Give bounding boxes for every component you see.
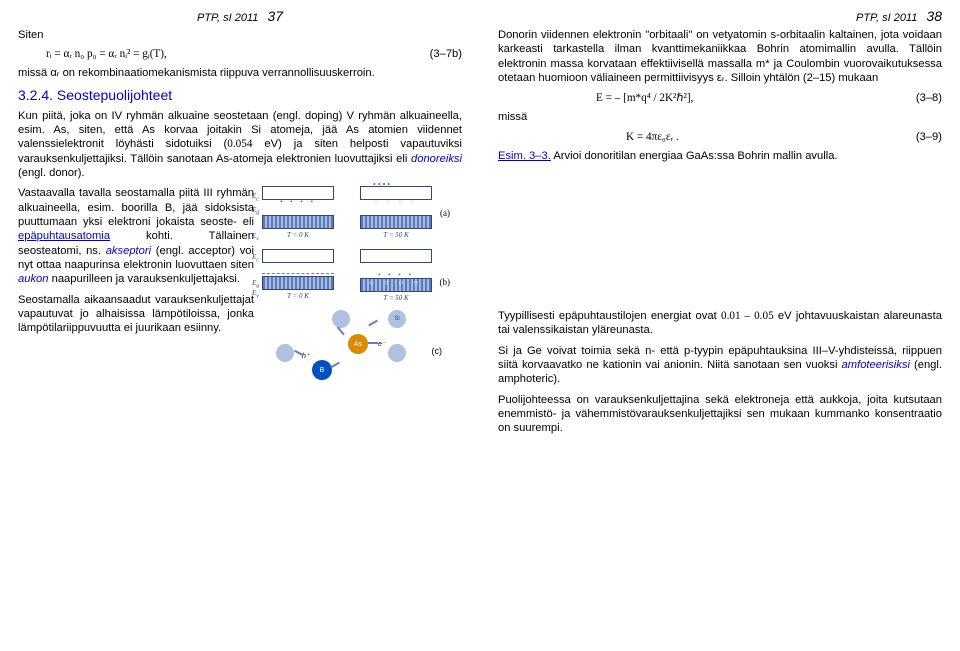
- bond-2: [337, 327, 345, 336]
- p2-donor-en: (engl. donor).: [18, 167, 85, 179]
- left-column-text: Vastaavalla tavalla seostamalla piitä II…: [18, 186, 254, 390]
- tag-a: (a): [440, 208, 450, 218]
- Ev-label-a1: Ev: [252, 232, 259, 242]
- para-2: Kun piitä, joka on IV ryhmän alkuaine se…: [18, 109, 462, 181]
- eq-3-9: K = 4πε₀εᵣ . (3–9): [526, 131, 942, 143]
- r-p4-amf: amfoteerisiksi: [842, 359, 910, 371]
- eq-3-7b-body: rᵢ = αᵣ n₀ p₀ = αᵣ nᵢ² = gᵢ(T),: [46, 48, 167, 60]
- si-atom-2: [332, 310, 350, 328]
- conduction-band-b2: [360, 249, 432, 263]
- eq-3-8-label: (3–8): [916, 92, 942, 104]
- bond-3: [368, 342, 378, 344]
- bond-4: [368, 320, 377, 326]
- si-atom-1: [276, 344, 294, 362]
- esim-rest: Arvioi donoritilan energiaa GaAs:ssa Boh…: [551, 150, 838, 162]
- holes-b2: ○ ○ ○ ○: [369, 278, 422, 287]
- eq-3-9-body: K = 4πε₀εᵣ .: [626, 131, 679, 143]
- Ev-label-b1: Ev: [252, 289, 259, 299]
- r-p3-n2: 0.05: [754, 310, 774, 322]
- page-left: PTP, sI 2011 37 Siten rᵢ = αᵣ n₀ p₀ = αᵣ…: [0, 0, 480, 651]
- r-esim: Esim. 3–3. Arvioi donoritilan energiaa G…: [498, 149, 942, 163]
- temp-b2: T = 50 K: [360, 294, 432, 302]
- page-right: PTP, sI 2011 38 Donorin viidennen elektr…: [480, 0, 960, 651]
- header-right-text: PTP, sI 2011: [856, 12, 917, 24]
- temp-a1: T = 0 K: [262, 231, 334, 239]
- r-para-5: Puolijohteessa on varauksenkuljettajina …: [498, 393, 942, 436]
- Ec-label-a1: Ec: [252, 192, 259, 202]
- p3-akseptori: akseptori: [106, 245, 151, 257]
- r-p3-dash: –: [741, 310, 755, 322]
- p3-link: epäpuhtausatomia: [18, 230, 110, 242]
- header-left: PTP, sI 2011 37: [18, 8, 462, 24]
- para-4: Seostamalla aikaansaadut varauksenkuljet…: [18, 293, 254, 336]
- r-para-4: Si ja Ge voivat toimia sekä n- että p-ty…: [498, 344, 942, 387]
- header-right: PTP, sI 2011 38: [498, 8, 942, 24]
- temp-b1: T = 0 K: [262, 292, 334, 300]
- p3a: Vastaavalla tavalla seostamalla piitä II…: [18, 187, 254, 228]
- si-atom-3: Si: [388, 310, 406, 328]
- band-diagram-a: (a) Ec • • • • Ed Ev T = 0 K: [262, 186, 452, 239]
- eq-3-8-body: E = – [m*q⁴ / 2K²ℏ²],: [596, 91, 693, 104]
- valence-band-b1: [262, 276, 334, 290]
- page-num-right: 38: [920, 8, 942, 24]
- band-diagram-b: (b) Ec Ea Ev T = 0 K: [262, 249, 452, 302]
- conduction-band-b1: [262, 249, 334, 263]
- band-b-left: Ec Ea Ev T = 0 K: [262, 249, 334, 302]
- p3d: naapurilleen ja varauksenkuljettajaksi.: [48, 273, 240, 285]
- spacer: [498, 169, 942, 309]
- section-number: 3.2.4.: [18, 87, 53, 103]
- esim-link: Esim. 3–3.: [498, 150, 551, 162]
- para-1: missä αᵣ on rekombinaatiomekanismista ri…: [18, 66, 462, 80]
- lattice-diagram-c: (c) Si As B e⁻ h⁺: [276, 310, 436, 390]
- tag-c: (c): [432, 346, 443, 356]
- valence-band-a1: [262, 215, 334, 229]
- p2-num: 0.054: [227, 138, 252, 150]
- conduction-band-a1: [262, 186, 334, 200]
- eq-3-7b: rᵢ = αᵣ n₀ p₀ = αᵣ nᵢ² = gᵢ(T), (3–7b): [46, 48, 462, 60]
- r-p3a: Tyypillisesti epäpuhtaustilojen energiat…: [498, 310, 721, 322]
- two-column: Vastaavalla tavalla seostamalla piitä II…: [18, 186, 462, 390]
- bond-5: [330, 362, 339, 368]
- band-a-left: Ec • • • • Ed Ev T = 0 K: [262, 186, 334, 239]
- si-atom-4: [388, 344, 406, 362]
- diagrams-column: (a) Ec • • • • Ed Ev T = 0 K: [262, 186, 462, 390]
- eq-3-9-label: (3–9): [916, 131, 942, 143]
- section-title: Seostepuolijohteet: [57, 87, 172, 103]
- electron-label: e⁻: [378, 340, 386, 348]
- siten: Siten: [18, 28, 462, 42]
- temp-a2: T = 50 K: [360, 231, 432, 239]
- tag-b: (b): [440, 277, 451, 287]
- Ea-label-b1: Ea: [252, 279, 259, 289]
- Ec-label-b1: Ec: [252, 253, 259, 263]
- b-atom: B: [312, 360, 332, 380]
- eq-3-7b-label: (3–7b): [430, 48, 462, 60]
- conduction-band-a2: [360, 186, 432, 200]
- bond-1: [294, 350, 304, 356]
- header-left-text: PTP, sI 2011: [197, 12, 258, 24]
- as-atom: As: [348, 334, 368, 354]
- r-missa: missä: [498, 110, 942, 124]
- p2-donor: donoreiksi: [411, 153, 462, 165]
- eq-3-8: E = – [m*q⁴ / 2K²ℏ²], (3–8): [526, 91, 942, 104]
- section-heading: 3.2.4. Seostepuolijohteet: [18, 87, 462, 103]
- valence-band-b2: ○ ○ ○ ○: [360, 278, 432, 292]
- r-p3-n1: 0.01: [721, 310, 741, 322]
- Ed-label-a1: Ed: [252, 206, 259, 216]
- r-para-1: Donorin viidennen elektronin "orbitaali"…: [498, 28, 942, 85]
- para-3: Vastaavalla tavalla seostamalla piitä II…: [18, 186, 254, 286]
- r-para-3: Tyypillisesti epäpuhtaustilojen energiat…: [498, 309, 942, 338]
- band-a-right: ○ ○ ○ ○ T = 50 K: [360, 186, 432, 239]
- page-num-left: 37: [261, 8, 283, 24]
- band-b-right: • • • • ○ ○ ○ ○ T = 50 K: [360, 249, 432, 302]
- valence-band-a2: [360, 215, 432, 229]
- p3-aukon: aukon: [18, 273, 48, 285]
